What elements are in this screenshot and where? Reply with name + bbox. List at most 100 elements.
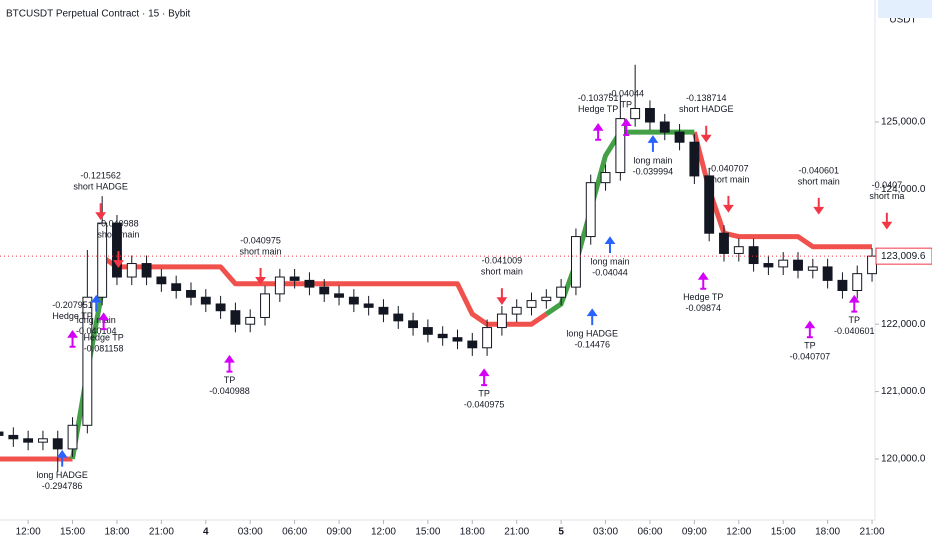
signal-label: TP: [621, 99, 633, 109]
chart-title: BTCUSDT Perpetual Contract · 15 · Bybit: [6, 9, 191, 20]
signal-label: -0.294786: [42, 481, 83, 491]
candle-body: [570, 236, 581, 288]
candle-body: [733, 246, 744, 254]
signal-arrow: [90, 294, 102, 312]
candle-body: [615, 118, 626, 174]
candle-body: [852, 273, 863, 291]
signal-label: short main: [798, 176, 840, 186]
signal-label: -0.041009: [482, 256, 523, 266]
candle-body: [452, 337, 463, 342]
candle-body: [645, 108, 655, 123]
signal-label: -0.081158: [84, 344, 124, 354]
candle-body: [363, 303, 374, 308]
candle-body: [8, 434, 19, 440]
plot: [0, 64, 877, 473]
signal-label: long main: [633, 155, 672, 165]
candle-body: [393, 313, 404, 322]
signal-arrow: [255, 267, 266, 285]
candle-body: [541, 296, 552, 302]
x-tick-label: 03:00: [593, 527, 618, 538]
signal-label: -0.14476: [574, 340, 610, 350]
signal-label: short HADGE: [679, 104, 734, 114]
signal-arrow: [586, 308, 598, 326]
x-tick-label: 4: [203, 527, 209, 538]
candle-body: [511, 306, 522, 315]
signal-arrow: [98, 312, 110, 331]
candle-body: [52, 438, 63, 450]
x-tick-label: 12:00: [371, 527, 396, 538]
signal-arrow: [592, 123, 604, 141]
candle-body: [704, 175, 715, 234]
signal-label: TP: [849, 315, 861, 325]
signal-label: -0.207951: [52, 300, 93, 310]
signal-label: -0.04044: [592, 267, 628, 277]
candle-body: [837, 279, 848, 291]
candle-body: [260, 293, 270, 318]
candle-body: [482, 327, 493, 349]
signal-arrow: [478, 368, 490, 387]
candle-body: [719, 232, 729, 254]
signal-arrow: [496, 288, 508, 305]
candle-body: [171, 283, 182, 291]
x-tick-label: 03:00: [238, 527, 263, 538]
last-price-label: 123,009.6: [881, 251, 926, 262]
signal-label: -0.040707: [790, 352, 831, 362]
candle-body: [526, 300, 537, 308]
candle-body: [319, 286, 330, 295]
signal-arrow: [224, 354, 235, 373]
last-price-box: [875, 247, 932, 265]
signal-arrow: [881, 212, 893, 230]
x-tick-label: 06:00: [637, 527, 662, 538]
signal-label: Hedge TP: [683, 292, 723, 302]
signal-arrow: [697, 271, 709, 290]
candle-body: [437, 333, 448, 339]
signal-label: short HADGE: [73, 182, 128, 192]
candle-body: [778, 259, 789, 268]
candle-body: [689, 141, 700, 177]
candle-body: [245, 316, 256, 325]
candle-body: [348, 296, 359, 305]
signal-label: -0.138714: [686, 93, 727, 103]
signal-arrow: [848, 294, 860, 313]
signal-label: -0.0407: [872, 180, 903, 190]
x-tick-label: 21:00: [149, 527, 174, 538]
signal-label: -0.040601: [798, 165, 839, 175]
x-tick-label: 12:00: [726, 527, 751, 538]
candle-body: [23, 438, 34, 443]
signal-arrow: [804, 320, 816, 339]
candle-body: [807, 266, 818, 271]
candle-body: [793, 259, 803, 271]
signal-label: TP: [804, 341, 816, 351]
y-tick-label: 124,000.0: [881, 184, 926, 195]
currency-label: USDT: [889, 15, 916, 26]
candle-body: [126, 263, 137, 278]
x-tick-label: 15:00: [415, 527, 440, 538]
y-tick-label: 122,000.0: [881, 319, 926, 330]
x-tick-label: 5: [558, 527, 564, 538]
candle-body: [230, 310, 241, 325]
x-tick-label: 18:00: [460, 527, 485, 538]
candle-body: [200, 296, 211, 305]
candle-body: [467, 340, 478, 349]
signal-arrow: [113, 251, 124, 268]
candle-body: [674, 131, 685, 143]
candle-body: [274, 276, 285, 295]
signal-arrow: [620, 118, 632, 137]
signal-label: -0.09874: [685, 303, 721, 313]
candle-body: [422, 327, 433, 335]
candle-body: [112, 222, 122, 278]
candle-body: [156, 276, 167, 285]
signal-label: -0.040601: [834, 326, 875, 336]
candle-body: [659, 121, 670, 133]
candle-body: [763, 263, 774, 268]
x-tick-label: 15:00: [771, 527, 796, 538]
signal-label: -0.040988: [209, 386, 250, 396]
y-tick-label: 120,000.0: [881, 454, 926, 465]
signal-label: -0.04044: [609, 88, 645, 98]
x-tick-label: 18:00: [815, 527, 840, 538]
candle-body: [67, 424, 78, 450]
signal-label: -0.040975: [464, 399, 505, 409]
signal-label: TP: [224, 375, 236, 385]
